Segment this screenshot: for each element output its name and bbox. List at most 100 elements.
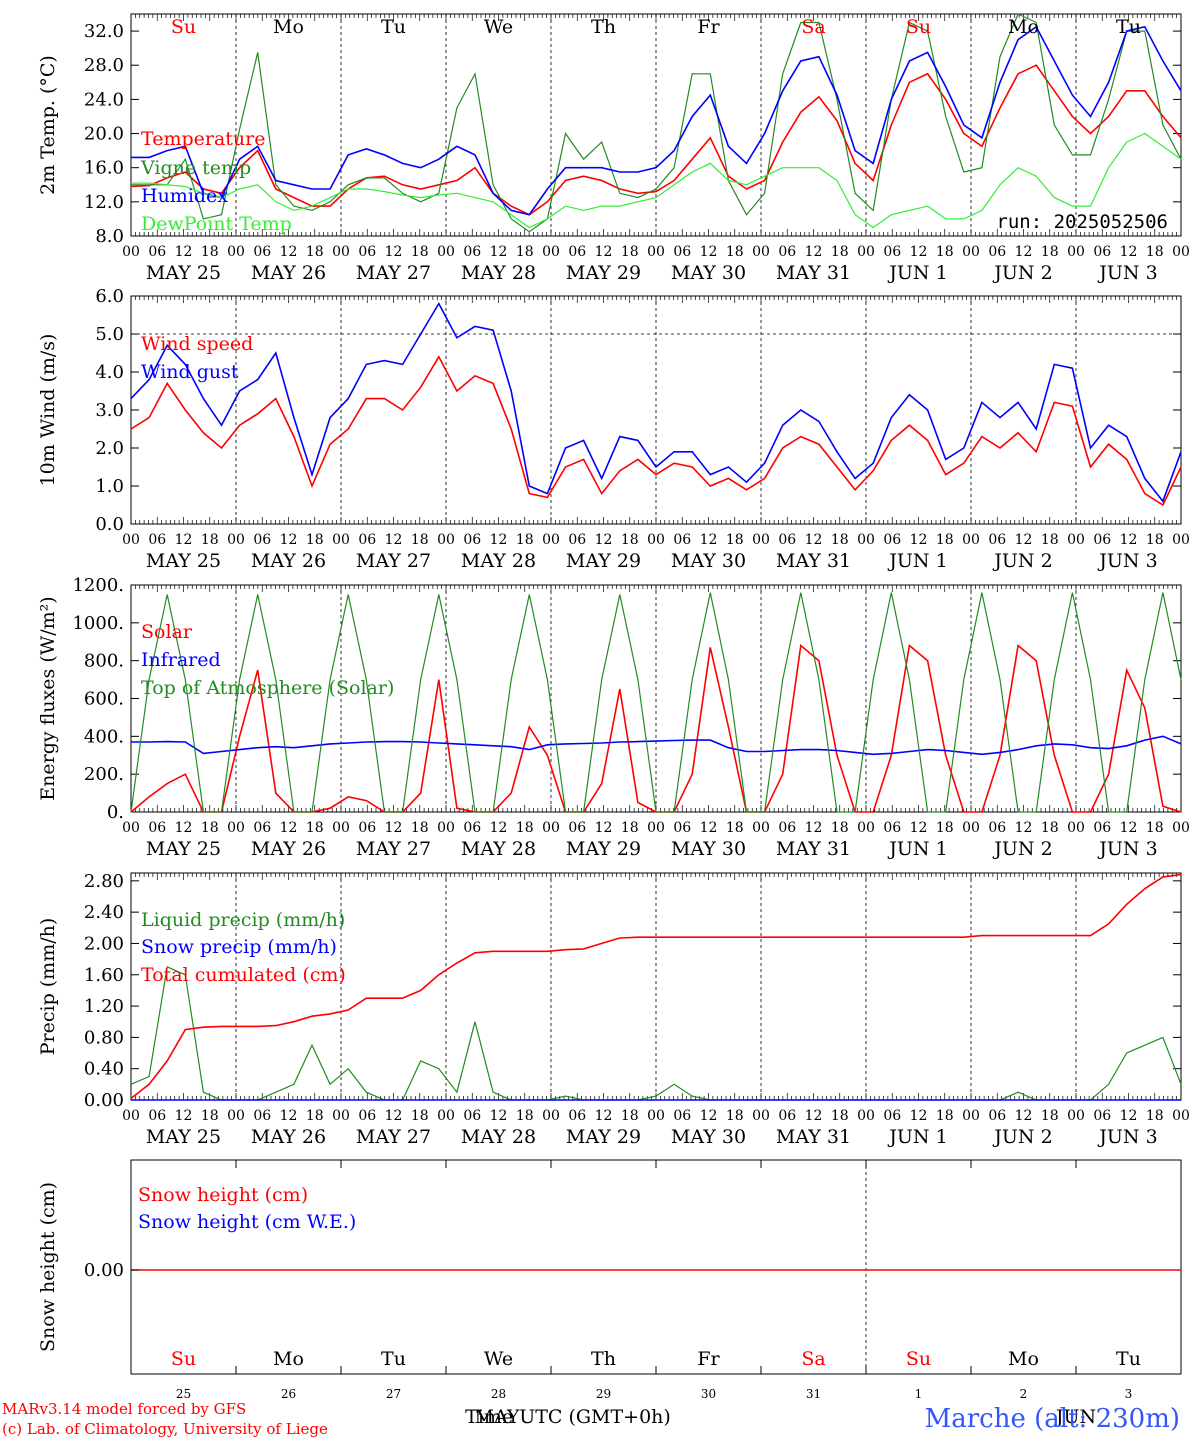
hour-label: 12 — [490, 244, 508, 260]
weekday-label: Tu — [1116, 1348, 1141, 1370]
date-label: JUN 2 — [992, 550, 1052, 572]
date-label: JUN 2 — [992, 838, 1052, 860]
hour-label: 18 — [726, 532, 744, 548]
hour-label: 18 — [516, 244, 534, 260]
date-label: MAY 25 — [146, 1126, 221, 1148]
legend-entry: Snow height (cm W.E.) — [138, 1211, 356, 1233]
hour-label: 00 — [962, 820, 980, 836]
weekday-label: Tu — [1116, 16, 1141, 38]
date-label: MAY 27 — [356, 838, 431, 860]
legend-entry: Humidex — [141, 185, 228, 207]
weekday-label: Mo — [273, 16, 304, 38]
hour-label: 06 — [463, 1108, 481, 1124]
date-label: MAY 30 — [671, 838, 746, 860]
hour-label: 00 — [542, 820, 560, 836]
credit-line: MARv3.14 model forced by GFS — [2, 1400, 246, 1418]
hour-label: 06 — [568, 532, 586, 548]
y-tick-label: 8.0 — [95, 226, 124, 247]
day-number: 26 — [281, 1387, 296, 1401]
hour-label: 00 — [1172, 244, 1190, 260]
date-label: MAY 31 — [776, 838, 851, 860]
hour-label: 06 — [253, 820, 271, 836]
hour-label: 06 — [883, 1108, 901, 1124]
hour-label: 06 — [463, 820, 481, 836]
hour-label: 00 — [752, 244, 770, 260]
series-line-infrared — [131, 735, 1182, 756]
date-label: MAY 28 — [461, 838, 536, 860]
legend-entry: Vigne temp — [140, 157, 251, 179]
y-tick-label: 1000. — [72, 613, 124, 634]
hour-label: 18 — [306, 532, 324, 548]
hour-label: 06 — [148, 532, 166, 548]
hour-label: 06 — [883, 532, 901, 548]
day-number: 28 — [491, 1387, 506, 1401]
date-label: MAY 27 — [356, 262, 431, 284]
panel-5 — [130, 1159, 1182, 1375]
hour-label: 12 — [595, 820, 613, 836]
hour-label: 18 — [1041, 532, 1059, 548]
hour-label: 00 — [437, 532, 455, 548]
y-tick-label: 4.0 — [95, 362, 124, 383]
series-line-top-of-atmosphere-solar- — [130, 592, 1182, 813]
series-line-humidex — [131, 25, 1182, 216]
hour-label: 18 — [1041, 1108, 1059, 1124]
y-axis-label: 2m Temp. (°C) — [37, 55, 59, 195]
hour-label: 12 — [385, 244, 403, 260]
hour-label: 00 — [227, 820, 245, 836]
date-label: MAY 29 — [566, 550, 641, 572]
hour-label: 06 — [148, 1108, 166, 1124]
y-axis-label: 10m Wind (m/s) — [37, 334, 59, 487]
hour-label: 06 — [358, 244, 376, 260]
day-number: 25 — [176, 1387, 191, 1401]
weekday-label: Su — [906, 1348, 931, 1370]
hour-label: 12 — [595, 1108, 613, 1124]
hour-label: 12 — [700, 244, 718, 260]
hour-label: 06 — [778, 1108, 796, 1124]
hour-label: 00 — [332, 820, 350, 836]
hour-label: 12 — [175, 244, 193, 260]
y-tick-label: 20.0 — [84, 124, 124, 145]
hour-label: 12 — [700, 1108, 718, 1124]
legend-entry: Top of Atmosphere (Solar) — [141, 677, 394, 699]
hour-label: 00 — [122, 820, 140, 836]
hour-label: 00 — [647, 1108, 665, 1124]
date-label: MAY 29 — [566, 1126, 641, 1148]
hour-label: 00 — [752, 532, 770, 548]
y-tick-label: 12.0 — [84, 192, 124, 213]
y-tick-label: 0.80 — [84, 1027, 124, 1048]
hour-label: 06 — [568, 1108, 586, 1124]
date-label: MAY 29 — [566, 262, 641, 284]
hour-label: 00 — [962, 244, 980, 260]
day-number: 2 — [1020, 1387, 1028, 1401]
hour-label: 00 — [227, 1108, 245, 1124]
weekday-label: Mo — [1008, 1348, 1039, 1370]
y-tick-label: 2.00 — [84, 933, 124, 954]
date-label: MAY 30 — [671, 550, 746, 572]
hour-label: 18 — [831, 1108, 849, 1124]
hour-label: 06 — [673, 1108, 691, 1124]
day-number: 31 — [806, 1387, 821, 1401]
weekday-label: Tu — [381, 1348, 406, 1370]
y-tick-label: 0.00 — [84, 1090, 124, 1111]
hour-label: 12 — [280, 1108, 298, 1124]
hour-label: 06 — [988, 244, 1006, 260]
hour-label: 06 — [778, 532, 796, 548]
hour-label: 00 — [1172, 1108, 1190, 1124]
date-label: JUN 1 — [887, 1126, 947, 1148]
hour-label: 00 — [1172, 820, 1190, 836]
hour-label: 12 — [280, 244, 298, 260]
hour-label: 18 — [1041, 820, 1059, 836]
date-label: MAY 25 — [146, 550, 221, 572]
y-axis-label: Snow height (cm) — [37, 1182, 59, 1352]
date-label: MAY 28 — [461, 550, 536, 572]
weekday-label: We — [484, 1348, 513, 1370]
date-label: JUN 1 — [887, 550, 947, 572]
hour-label: 00 — [332, 532, 350, 548]
hour-label: 00 — [752, 1108, 770, 1124]
hour-label: 12 — [1015, 1108, 1033, 1124]
weekday-label: Su — [906, 16, 931, 38]
hour-label: 12 — [1015, 820, 1033, 836]
day-number: 30 — [701, 1387, 716, 1401]
y-tick-label: 24.0 — [84, 89, 124, 110]
date-label: MAY 28 — [461, 1126, 536, 1148]
